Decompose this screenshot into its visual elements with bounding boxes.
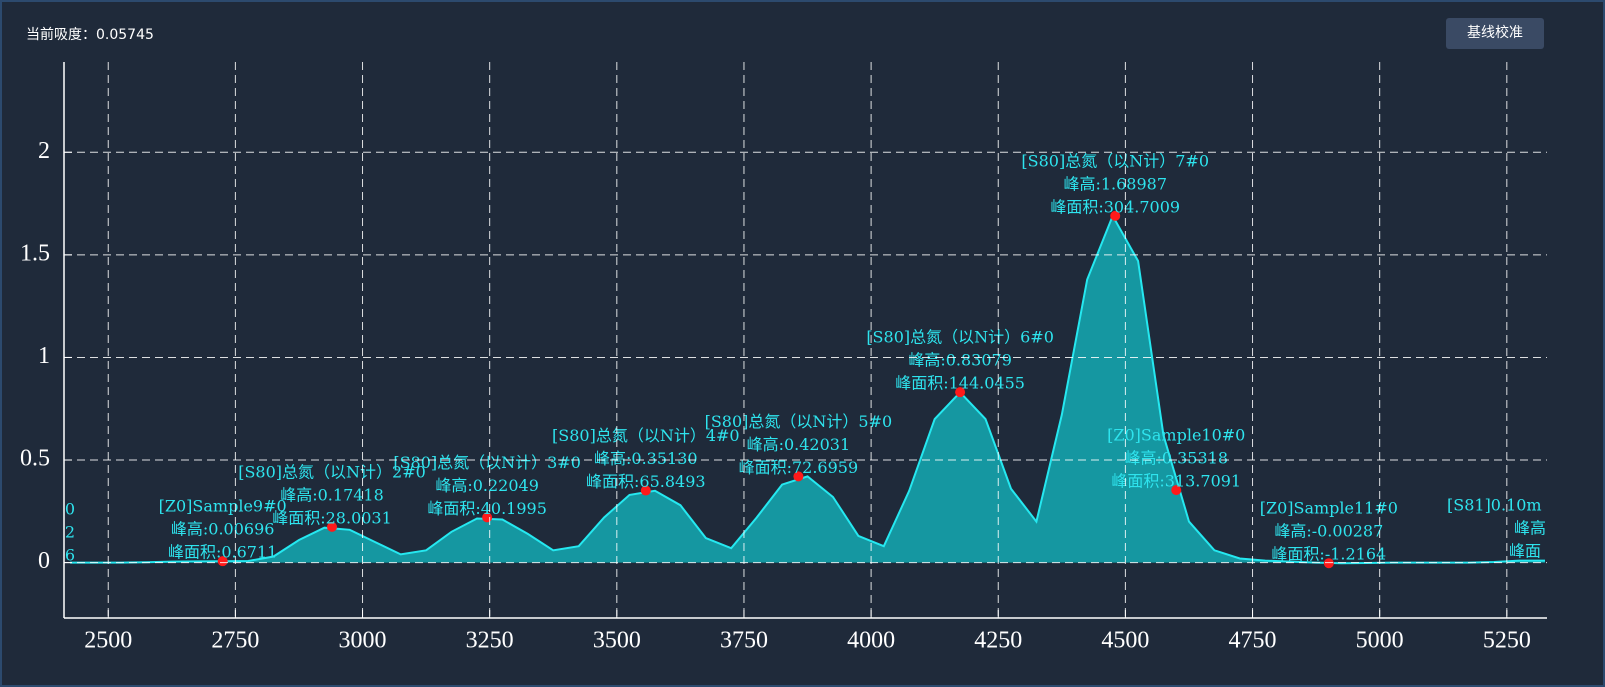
peak-label: 峰面积:-1.2164	[1271, 545, 1386, 564]
y-tick-label: 0.5	[20, 446, 50, 472]
baseline-button[interactable]: 基线校准	[1446, 18, 1544, 49]
x-tick-label: 3250	[466, 628, 514, 654]
x-tick-label: 2750	[211, 628, 259, 654]
peak-label: [S80]总氮（以N计）4#0	[552, 426, 740, 445]
x-tick-label: 3000	[339, 628, 387, 654]
y-tick-label: 1.5	[20, 240, 50, 266]
x-tick-label: 3500	[593, 628, 641, 654]
peak-label: 峰高:0.35130	[594, 449, 698, 468]
peak-label: 峰高:1.68987	[1063, 174, 1167, 193]
peak-label: 峰面积:304.7009	[1050, 197, 1180, 216]
edge-label: [S81]0.10m	[1447, 496, 1542, 515]
x-tick-label: 2500	[84, 628, 132, 654]
y-tick-label: 2	[38, 138, 50, 164]
peak-marker	[1171, 485, 1182, 496]
area-fill	[70, 215, 1546, 564]
plot-area: [Z0]Sample9#0 峰高:0.00696 峰面积:0.6711 [S80]总氮…	[55, 151, 1546, 569]
x-tick-label: 4250	[974, 628, 1022, 654]
edge-label: 峰面	[1509, 542, 1541, 561]
peak-marker	[217, 556, 228, 567]
peak-marker	[640, 485, 651, 496]
signal-line	[70, 213, 1545, 565]
x-tick-label: 4750	[1229, 628, 1277, 654]
peak-label: [Z0]Sample10#0	[1107, 426, 1245, 445]
peak-marker	[1323, 558, 1334, 569]
peak-label: [S80]总氮（以N计）5#0	[705, 412, 893, 431]
x-tick-label: 3750	[720, 628, 768, 654]
edge-label: 36	[55, 546, 75, 565]
edge-label: 0	[65, 500, 75, 519]
peak-label: 峰高:0.42031	[747, 435, 851, 454]
edge-label: 2	[65, 523, 75, 542]
peak-label: 峰面积:144.0455	[895, 374, 1025, 393]
edge-label: 峰高	[1514, 519, 1546, 538]
peak-label: [S80]总氮（以N计）7#0	[1021, 151, 1209, 170]
peak-label: 峰面积:0.6711	[168, 543, 277, 562]
peak-label: 峰高:0.22049	[435, 476, 539, 495]
peak-label: 峰高:0.83079	[908, 351, 1012, 370]
y-tick-label: 1	[38, 343, 50, 369]
x-tick-label: 4500	[1101, 628, 1149, 654]
y-tick-label: 0	[38, 548, 50, 574]
peak-label: 峰面积:28.0031	[272, 508, 392, 527]
peak-label: 峰面积:40.1995	[427, 499, 547, 518]
peak-label: [Z0]Sample9#0	[159, 497, 287, 516]
peak-marker	[793, 471, 804, 482]
x-tick-label: 5250	[1483, 628, 1531, 654]
peak-label: 峰高:-0.00287	[1274, 522, 1383, 541]
peak-label: [Z0]Sample11#0	[1260, 499, 1398, 518]
x-tick-label: 5000	[1356, 628, 1404, 654]
peak-label: 峰面积:313.7091	[1111, 472, 1241, 491]
peak-label: 峰面积:65.8493	[586, 472, 706, 491]
x-tick-label: 4000	[847, 628, 895, 654]
peak-marker	[955, 387, 966, 398]
absorbance-readout: 当前吸度：0.05745	[26, 27, 154, 43]
peak-label: 峰高:0.17418	[280, 485, 384, 504]
peak-label: [S80]总氮（以N计）6#0	[866, 328, 1054, 347]
peak-label: 峰高:0.00696	[171, 520, 275, 539]
peak-marker	[1110, 210, 1121, 221]
peak-label: 峰高:0.35318	[1124, 449, 1228, 468]
peak-label: [S80]总氮（以N计）2#0	[238, 462, 426, 481]
peak-label: 峰面积:72.6959	[739, 458, 859, 477]
peak-label: [S80]总氮（以N计）3#0	[393, 453, 581, 472]
peak-marker	[327, 521, 338, 532]
